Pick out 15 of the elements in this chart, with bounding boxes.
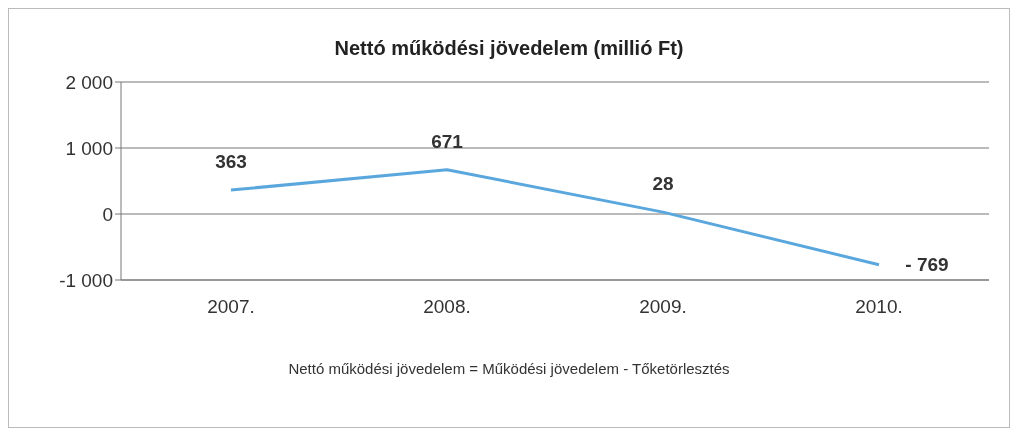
x-tick-label: 2007. [207,296,255,318]
y-tick-label: 1 000 [65,137,113,159]
x-tick-label: 2010. [855,296,903,318]
y-tick-label: 2 000 [65,71,113,93]
data-label: - 769 [905,253,949,275]
data-label: 671 [431,130,464,152]
data-label: 28 [652,173,674,195]
y-tick-label: -1 000 [59,269,113,291]
x-tick-label: 2008. [423,296,471,318]
chart-title: Nettó működési jövedelem (millió Ft) [333,37,685,60]
x-tick-label: 2009. [639,296,687,318]
y-tick-label: 0 [102,203,113,225]
text: Nettó működési jövedelem = Működési jövedelem - Tőketörlesztés [287,360,731,377]
data-label: 363 [215,151,247,173]
line-series [229,168,881,267]
